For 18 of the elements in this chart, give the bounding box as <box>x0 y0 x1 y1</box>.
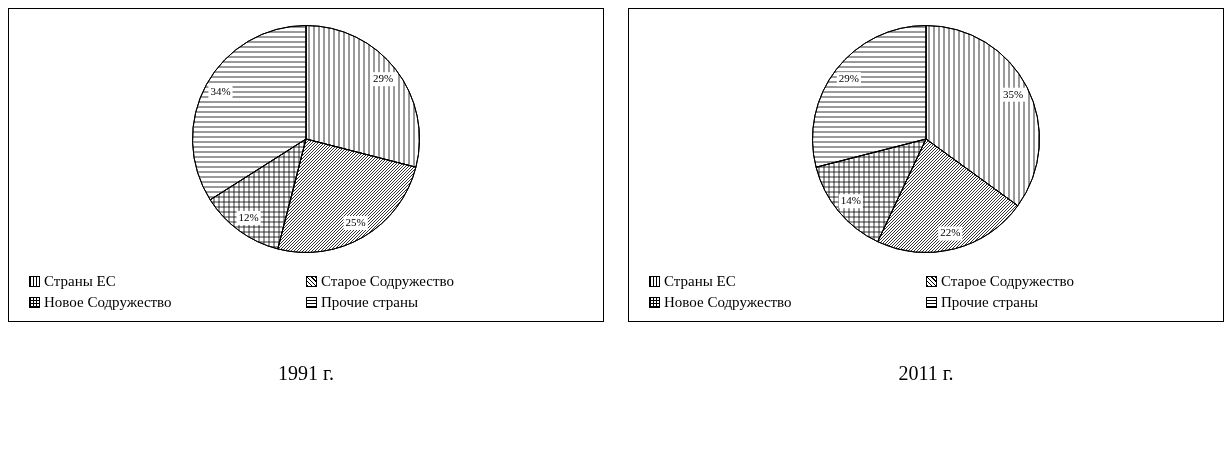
data-label: 29% <box>373 72 394 85</box>
data-label: 35% <box>1002 87 1024 100</box>
data-label: 12% <box>238 210 259 223</box>
legend-label: Новое Содружество <box>44 294 172 311</box>
data-label: 34% <box>210 84 231 97</box>
legend-label: Страны ЕС <box>664 273 736 290</box>
data-label: 25% <box>345 215 366 228</box>
text: 1991 г. <box>278 362 334 385</box>
legend-label: Страны ЕС <box>44 273 116 290</box>
legend-label: Старое Содружество <box>321 273 454 290</box>
data-label: 14% <box>840 194 861 207</box>
data-label: 29% <box>838 72 859 85</box>
legend-label: Прочие страны <box>941 294 1039 311</box>
legend-label: Старое Содружество <box>941 273 1074 290</box>
legend-label: Новое Содружество <box>664 294 792 311</box>
text: 2011 г. <box>898 362 954 385</box>
legend-label: Прочие страны <box>321 294 419 311</box>
data-label: 22% <box>940 226 961 239</box>
